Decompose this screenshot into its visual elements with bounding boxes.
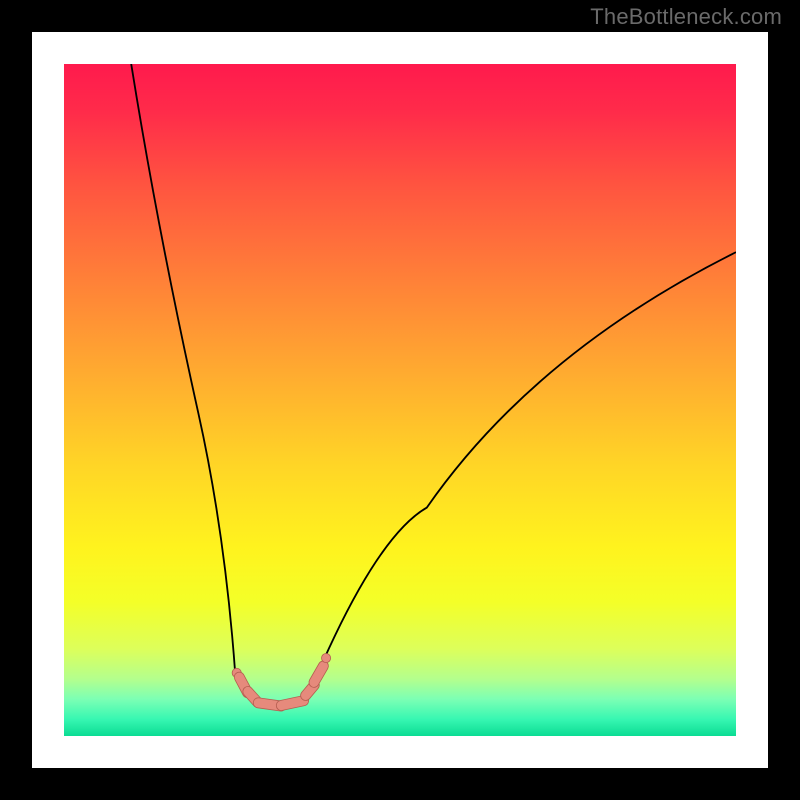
plot-area — [64, 64, 736, 736]
plot-outer-border — [0, 0, 800, 800]
marker-capsule — [307, 659, 330, 689]
markers-group — [232, 653, 331, 711]
curve-layer — [64, 64, 736, 736]
bottleneck-curve — [131, 64, 736, 705]
watermark-text: TheBottleneck.com — [590, 4, 782, 30]
chart-root: TheBottleneck.com — [0, 0, 800, 800]
marker-dot — [322, 653, 331, 662]
